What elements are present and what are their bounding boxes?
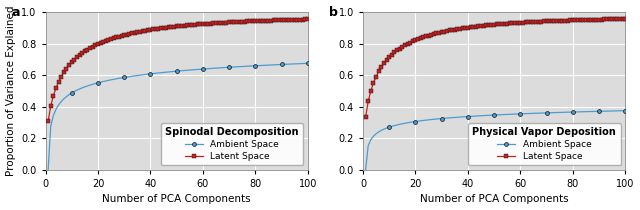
Ambient Space: [283, 63, 291, 66]
Text: a: a: [12, 6, 20, 19]
Ambient Space: [495, 114, 503, 116]
Ambient Space: [608, 110, 616, 112]
Ambient Space: [621, 109, 629, 112]
Ambient Space: [362, 169, 369, 171]
Latent Space: [291, 18, 298, 21]
Latent Space: [495, 23, 503, 25]
Ambient Space: [412, 120, 419, 123]
Line: Latent Space: Latent Space: [364, 17, 627, 119]
Latent Space: [608, 18, 616, 21]
Ambient Space: [600, 110, 608, 112]
Legend: Ambient Space, Latent Space: Ambient Space, Latent Space: [161, 123, 303, 165]
Ambient Space: [516, 113, 524, 115]
X-axis label: Number of PCA Components: Number of PCA Components: [420, 194, 568, 205]
Text: b: b: [329, 6, 338, 19]
Legend: Ambient Space, Latent Space: Ambient Space, Latent Space: [468, 123, 621, 165]
Ambient Space: [199, 68, 207, 70]
Ambient Space: [94, 81, 102, 84]
Line: Ambient Space: Ambient Space: [364, 109, 627, 172]
Ambient Space: [304, 62, 312, 65]
Latent Space: [304, 18, 312, 21]
Latent Space: [412, 39, 419, 41]
Latent Space: [94, 43, 102, 45]
Latent Space: [516, 21, 524, 24]
Latent Space: [621, 18, 629, 20]
Line: Ambient Space: Ambient Space: [46, 61, 310, 172]
Latent Space: [199, 23, 207, 25]
Latent Space: [178, 25, 186, 27]
Latent Space: [44, 120, 52, 122]
Latent Space: [104, 39, 112, 41]
X-axis label: Number of PCA Components: Number of PCA Components: [102, 194, 251, 205]
Ambient Space: [104, 79, 112, 82]
Ambient Space: [44, 169, 52, 171]
Latent Space: [283, 19, 291, 21]
Line: Latent Space: Latent Space: [47, 18, 310, 123]
Ambient Space: [178, 70, 186, 72]
Latent Space: [362, 116, 369, 119]
Y-axis label: Proportion of Variance Explained: Proportion of Variance Explained: [6, 6, 15, 176]
Ambient Space: [291, 63, 298, 65]
Latent Space: [422, 35, 429, 38]
Latent Space: [600, 18, 608, 21]
Ambient Space: [422, 119, 429, 121]
